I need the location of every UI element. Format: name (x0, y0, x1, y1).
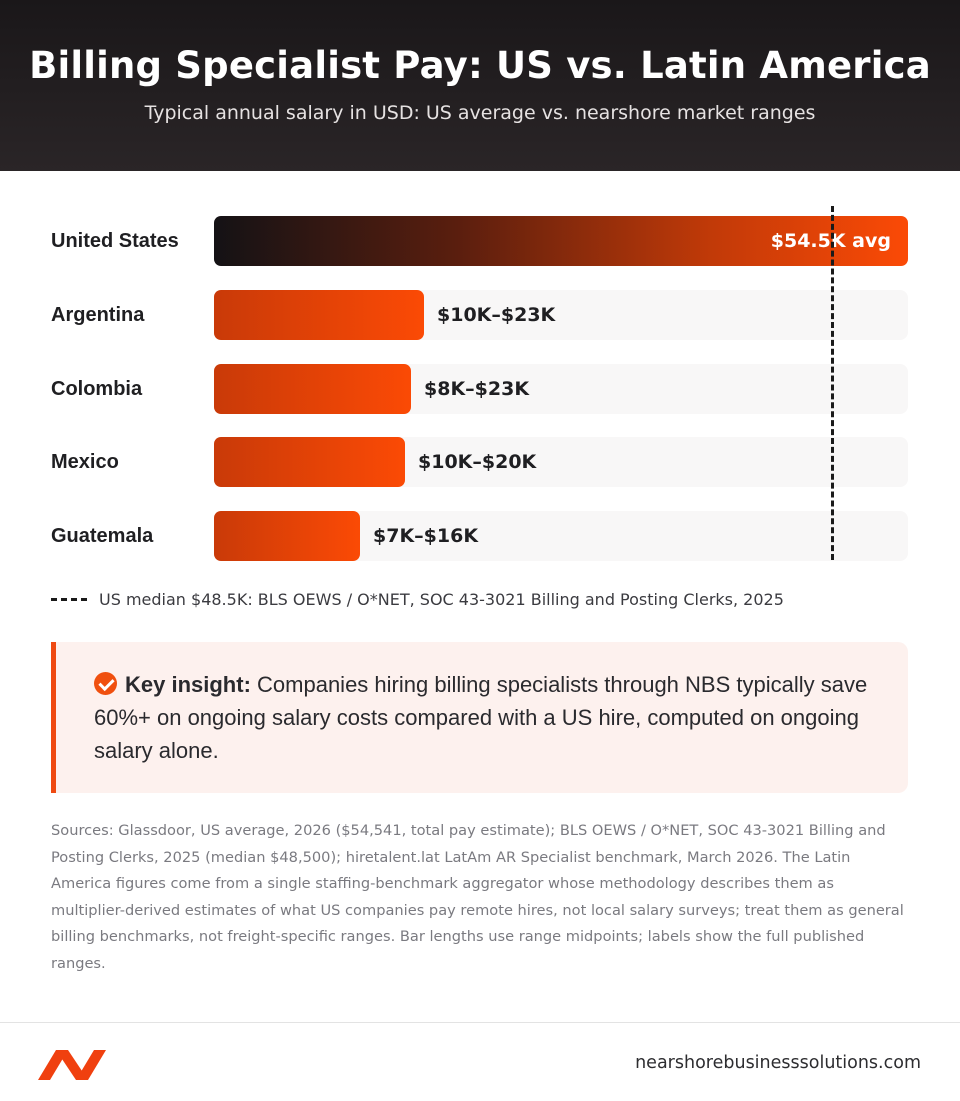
category-label: United States (51, 230, 179, 252)
data-label: $8K–$23K (424, 378, 530, 400)
legend-text: US median $48.5K: BLS OEWS / O*NET, SOC … (99, 589, 784, 609)
check-circle-icon (94, 672, 117, 695)
key-insight-callout: Key insight: Companies hiring billing sp… (51, 642, 908, 793)
category-label: Mexico (51, 451, 119, 473)
insight-paragraph: Key insight: Companies hiring billing sp… (94, 668, 894, 767)
website-url[interactable]: nearshorebusinesssolutions.com (635, 1053, 921, 1073)
data-label: $7K–$16K (373, 525, 479, 547)
bar (214, 364, 411, 414)
chart-title: Billing Specialist Pay: US vs. Latin Ame… (29, 44, 931, 87)
dashed-line-swatch-icon (51, 597, 87, 601)
category-label: Argentina (51, 304, 145, 326)
insight-body: Companies hiring billing specialists thr… (94, 672, 868, 763)
header-banner: Billing Specialist Pay: US vs. Latin Ame… (0, 0, 960, 171)
bar (214, 290, 424, 340)
category-label: Guatemala (51, 525, 154, 547)
bar-chart: United States $54.5K avg Argentina $10K–$23… (0, 171, 960, 641)
bar (214, 437, 405, 487)
bar (214, 216, 908, 266)
bar (214, 511, 360, 561)
insight-label: Key insight: (125, 672, 251, 697)
footer-divider (0, 1022, 960, 1023)
median-reference-line (831, 206, 834, 560)
nbs-logo-icon (38, 1050, 106, 1080)
data-label: $10K–$20K (418, 451, 537, 473)
data-label: $10K–$23K (437, 304, 556, 326)
category-label: Colombia (51, 378, 143, 400)
chart-legend: US median $48.5K: BLS OEWS / O*NET, SOC … (51, 587, 911, 611)
chart-subtitle: Typical annual salary in USD: US average… (144, 102, 816, 124)
data-label: $54.5K avg (770, 230, 891, 252)
sources-note: Sources: Glassdoor, US average, 2026 ($5… (51, 822, 904, 972)
